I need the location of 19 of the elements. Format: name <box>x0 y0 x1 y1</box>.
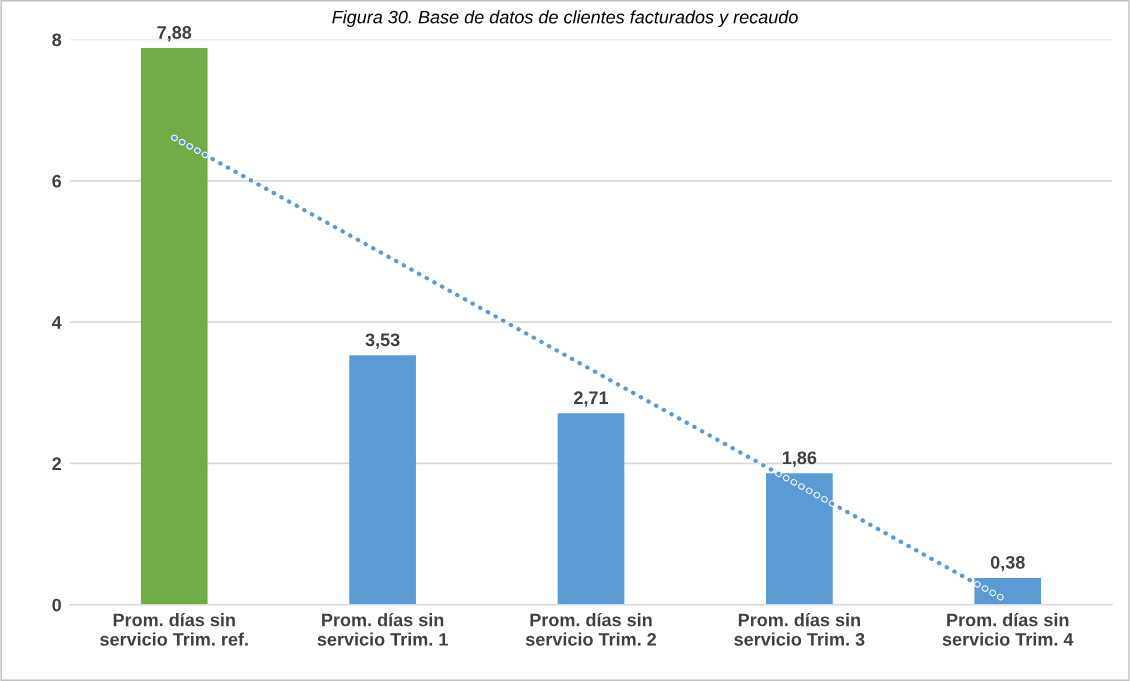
chart-title: Figura 30. Base de datos de clientes facturados y recaudo <box>332 10 798 28</box>
y-tick-label: 2 <box>52 457 61 470</box>
x-tick-label: Prom. días sin servicio Trim. 3 <box>734 612 865 646</box>
bar <box>557 413 625 605</box>
bar <box>140 47 208 605</box>
bar <box>349 355 416 605</box>
data-label: 2,71 <box>574 391 609 407</box>
data-label: 0,38 <box>990 555 1025 572</box>
x-tick-label: Prom. días sin servicio Trim. 4 <box>942 612 1074 646</box>
y-tick-label: 4 <box>51 316 62 329</box>
x-tick-label: Prom. días sin servicio Trim. ref. <box>100 612 248 646</box>
x-tick-label: Prom. días sin servicio Trim. 1 <box>317 612 448 646</box>
data-label: 1,86 <box>782 451 817 467</box>
data-label: 7,88 <box>157 26 192 42</box>
data-label: 3,53 <box>365 333 400 349</box>
x-tick-label: Prom. días sin servicio Trim. 2 <box>525 612 657 646</box>
y-tick-label: 6 <box>52 174 62 188</box>
y-tick-label: 8 <box>52 33 62 47</box>
y-tick-label: 0 <box>52 598 61 612</box>
